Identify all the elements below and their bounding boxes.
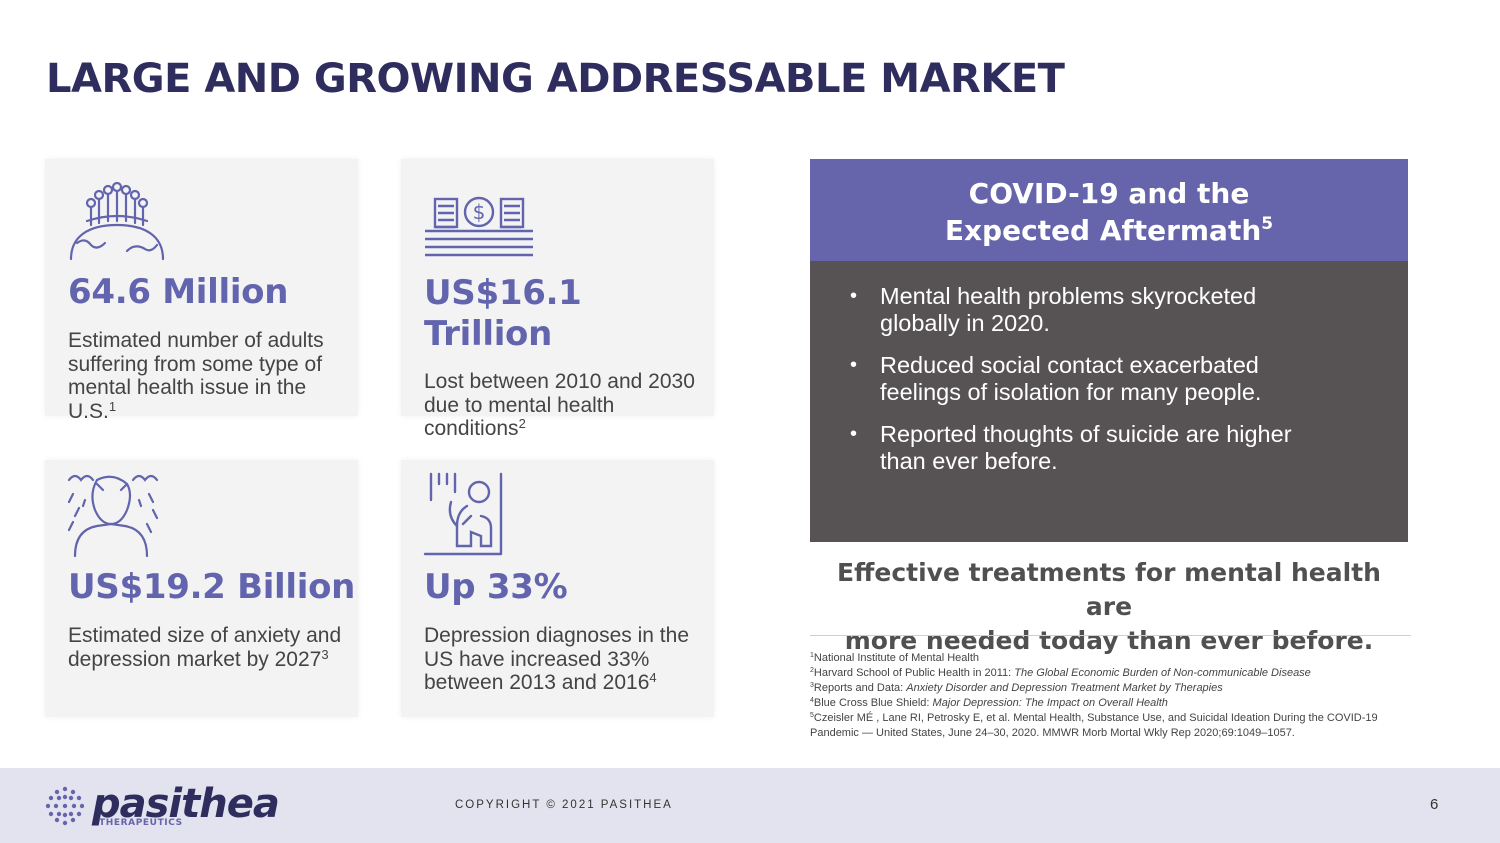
svg-text:$: $ [473,200,486,224]
pasithea-logo: pasithea THERAPEUTICS [44,781,280,832]
page-number: 6 [1430,796,1439,813]
covid-panel-header: COVID-19 and the Expected Aftermath5 [810,159,1408,261]
stat-card-depression: Up 33% Depression diagnoses in the US ha… [401,460,714,717]
effective-treatments-statement: Effective treatments for mental health a… [837,558,1381,655]
footnote-3: 3Reports and Data: Anxiety Disorder and … [810,682,1223,694]
money-stack-icon: $ [423,193,535,266]
footnotes: 1National Institute of Mental Health 2Ha… [810,651,1390,741]
footnote-5: 5Czeisler MÉ , Lane RI, Petrosky E, et a… [810,712,1378,739]
stat-value: US$16.1 Trillion [424,273,582,354]
list-item: • Mental health problems skyrocketed glob… [850,283,1257,336]
stat-value: 64.6 Million [68,272,289,312]
stat-value: US$19.2 Billion [68,567,356,607]
logo-mark-icon [45,786,85,826]
footnote-4: 4Blue Cross Blue Shield: Major Depressio… [810,697,1168,709]
anxious-person-rain-icon [67,470,159,563]
stat-description: Estimated number of adults suffering fro… [68,329,324,423]
footer: pasithea THERAPEUTICS COPYRIGHT © 2021 P… [0,768,1500,843]
copyright: COPYRIGHT © 2021 PASITHEA [455,799,673,811]
covid-panel-body: • Mental health problems skyrocketed glob… [810,261,1408,542]
stat-description: Depression diagnoses in the US have incr… [424,624,690,694]
stat-description: Estimated size of anxiety and depression… [68,624,342,671]
depressed-person-icon [423,472,505,561]
stat-card-market: US$19.2 Billion Estimated size of anxiet… [45,460,358,717]
stat-card-adults: 64.6 Million Estimated number of adults … [45,159,358,423]
covid-bullet-list: • Mental health problems skyrocketed glob… [850,283,1320,490]
footnote-1: 1National Institute of Mental Health [810,652,979,664]
logo-wordmark: pasithea [92,781,280,827]
logo-subtitle: THERAPEUTICS [99,818,183,828]
page-title: LARGE AND GROWING ADDRESSABLE MARKET [46,56,1065,102]
footnote-2: 2Harvard School of Public Health in 2011… [810,667,1311,679]
list-item: • Reported thoughts of suicide are higher… [850,421,1292,474]
stat-card-trillion: $ US$16.1 Trillion Lost between 2010 and… [401,159,714,440]
divider [810,635,1411,636]
stat-value: Up 33% [424,567,568,607]
stat-description: Lost between 2010 and 2030 due to mental… [424,370,695,440]
list-item: • Reduced social contact exacerbated feel… [850,352,1262,405]
people-globe-icon [67,181,167,268]
